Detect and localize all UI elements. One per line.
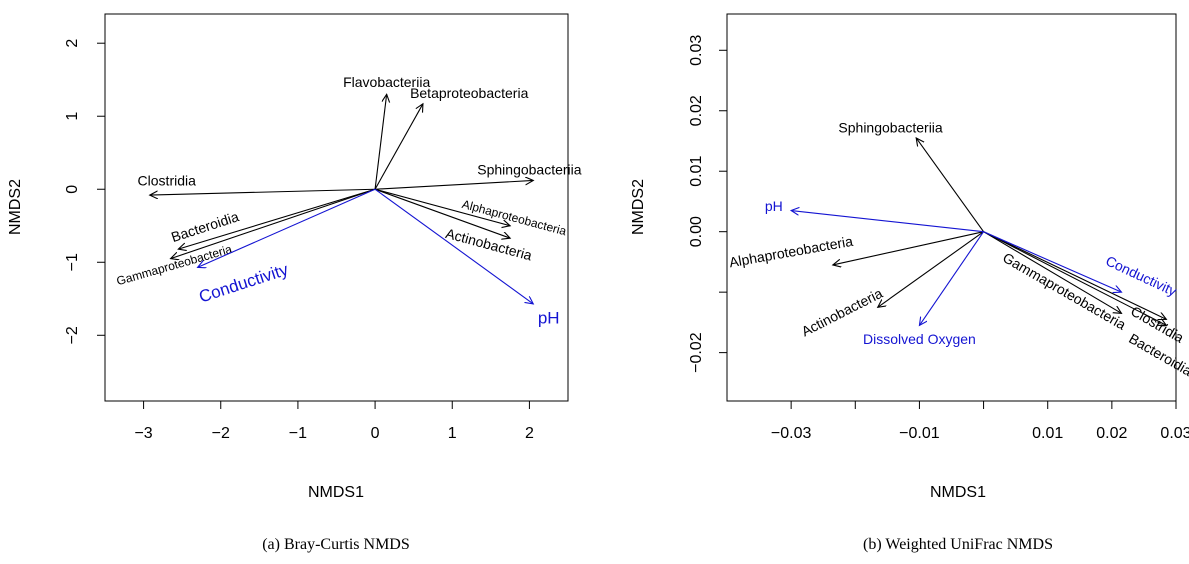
caption: (a) Bray-Curtis NMDS <box>262 536 410 553</box>
vector-label-clostridia: Clostridia <box>138 173 197 189</box>
vector-arrow-clostridia <box>983 231 1167 320</box>
y-tick-label: −1 <box>64 253 81 271</box>
x-tick-label: 0 <box>371 425 380 442</box>
vector-arrow-conductivity <box>198 188 376 267</box>
plot-frame <box>726 13 1177 402</box>
vector-arrow-alphaproteobacteria <box>374 188 510 226</box>
vector-arrow-ph <box>791 211 984 233</box>
x-axis-title: NMDS1 <box>308 484 364 501</box>
y-axis: −2 −1 0 1 2 <box>64 39 105 344</box>
vector-label-sphingobacteriia: Sphingobacteriia <box>477 162 582 178</box>
vector-arrow-clostridia <box>150 188 376 195</box>
x-tick-label: 0.02 <box>1096 425 1127 442</box>
x-axis: −0.03 −0.01 0.01 0.02 0.03 <box>771 401 1189 442</box>
vector-arrow-betaproteobacteria <box>374 104 423 190</box>
x-tick-label: 0.03 <box>1160 425 1189 442</box>
y-tick-label: 0.03 <box>688 35 705 66</box>
x-axis: −3 −2 −1 0 1 2 <box>134 401 534 442</box>
y-tick-label: −0.02 <box>688 332 705 373</box>
vector-label-conductivity: Conductivity <box>197 260 291 307</box>
x-tick-label: −0.01 <box>899 425 940 442</box>
y-tick-label: 0.01 <box>688 156 705 187</box>
y-axis-title: NMDS2 <box>7 179 24 235</box>
y-tick-label: −2 <box>64 326 81 344</box>
vector-label-ph: pH <box>538 309 560 328</box>
plot-frame <box>104 13 569 402</box>
vector-arrow-sphingobacteriia <box>375 180 533 190</box>
x-tick-label: 1 <box>448 425 457 442</box>
y-tick-label: 0.02 <box>688 95 705 126</box>
vector-arrow-conductivity <box>983 231 1122 292</box>
vector-arrow-gammaproteobacteria <box>171 188 376 258</box>
x-tick-label: −2 <box>212 425 230 442</box>
vector-label-betaproteobacteria: Betaproteobacteria <box>410 85 529 101</box>
vector-arrow-ph <box>374 188 533 304</box>
vector-arrow-sphingobacteriia <box>916 138 985 233</box>
vector-arrow-bacteroidia <box>178 188 376 249</box>
vector-label-sphingobacteriia: Sphingobacteriia <box>838 120 943 136</box>
y-tick-label: 0.00 <box>688 216 705 247</box>
vector-arrow-dissolved-oxygen <box>919 231 985 326</box>
vector-arrow-alphaproteobacteria <box>833 231 984 265</box>
vector-arrow-flavobacteriia <box>374 94 387 190</box>
vector-label-dissolved-oxygen: Dissolved Oxygen <box>863 331 976 347</box>
panel-weighted-unifrac: −0.03 −0.01 0.01 0.02 0.03 −0.02 0.00 0.01 0.02… <box>630 13 1189 553</box>
vector-label-bacteroidia: Bacteroidia <box>169 208 241 245</box>
vector-arrow-actinobacteria <box>374 188 510 238</box>
caption: (b) Weighted UniFrac NMDS <box>863 536 1053 553</box>
vector-arrow-actinobacteria <box>878 231 984 308</box>
y-tick-label: 1 <box>64 112 81 121</box>
vector-arrow-bacteroidia <box>983 231 1167 326</box>
y-tick-label: 0 <box>64 185 81 194</box>
x-tick-label: −0.03 <box>771 425 812 442</box>
y-axis-title: NMDS2 <box>630 179 647 235</box>
x-axis-title: NMDS1 <box>930 484 986 501</box>
x-tick-label: −3 <box>134 425 152 442</box>
vector-label-conductivity: Conductivity <box>1103 252 1179 299</box>
vector-arrow-gammaproteobacteria <box>983 231 1122 314</box>
x-tick-label: 2 <box>525 425 534 442</box>
x-tick-label: 0.01 <box>1032 425 1063 442</box>
x-tick-label: −1 <box>289 425 307 442</box>
vector-label-ph: pH <box>765 198 783 214</box>
biplot-vectors: SphingobacteriiaAlphaproteobacteriaActin… <box>728 120 1189 379</box>
y-tick-label: 2 <box>64 39 81 48</box>
y-axis: −0.02 0.00 0.01 0.02 0.03 <box>688 35 727 373</box>
vector-label-flavobacteriia: Flavobacteriia <box>343 74 430 90</box>
panel-bray-curtis: −3 −2 −1 0 1 2 −2 −1 0 1 2 FlavobacteriiaBetaprot… <box>7 13 582 553</box>
